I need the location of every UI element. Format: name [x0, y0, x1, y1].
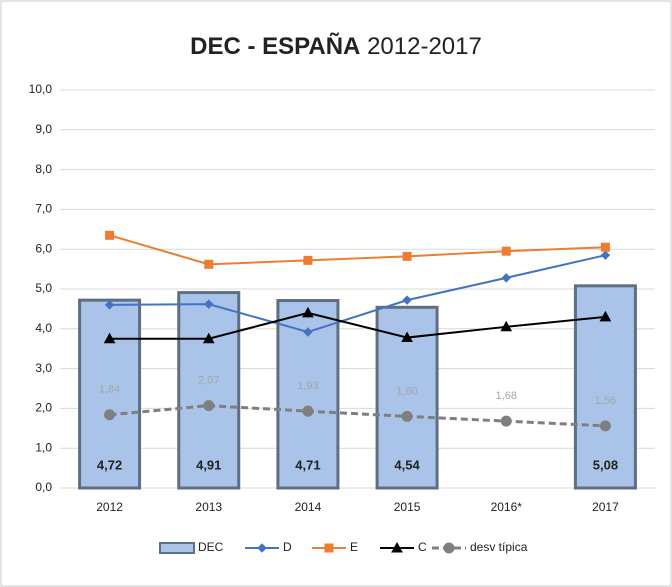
line-marker [501, 273, 511, 283]
y-tick-label: 6,0 [35, 241, 52, 255]
line [109, 404, 606, 428]
legend-label: E [350, 540, 358, 554]
y-tick-label: 4,0 [35, 321, 52, 335]
x-tick-label: 2015 [394, 500, 421, 514]
line-marker [501, 246, 511, 256]
point-value-label: 1,93 [297, 380, 318, 392]
y-tick-label: 9,0 [35, 122, 52, 136]
legend-marker [257, 543, 267, 553]
x-tick-label: 2017 [592, 500, 619, 514]
line-marker [402, 295, 412, 305]
bar-value-label: 4,91 [196, 457, 221, 472]
line-marker [103, 332, 116, 344]
line-marker [202, 332, 215, 344]
y-tick-label: 2,0 [35, 401, 52, 415]
line-marker [105, 230, 115, 240]
line-marker [500, 320, 513, 332]
y-tick-label: 8,0 [35, 162, 52, 176]
bar-value-label: 4,54 [394, 457, 420, 472]
line-marker [302, 405, 314, 417]
y-tick-label: 3,0 [35, 361, 52, 375]
line [109, 234, 606, 266]
line-marker [104, 409, 116, 421]
bar-value-label: 5,08 [593, 457, 618, 472]
legend-label: C [418, 540, 427, 554]
line-marker [302, 306, 314, 318]
y-tick-label: 7,0 [35, 202, 52, 216]
point-value-label: 2,07 [198, 375, 219, 387]
legend-label: DEC [198, 540, 224, 554]
line-marker [600, 250, 611, 260]
y-tick-label: 0,0 [35, 480, 52, 494]
chart-title: DEC - ESPAÑA 2012-2017 [190, 32, 482, 60]
title-bold: DEC - ESPAÑA [190, 32, 360, 60]
point-value-label: 1,80 [396, 385, 417, 397]
y-tick-label: 10,0 [29, 82, 53, 96]
bar-value-label: 4,71 [295, 457, 320, 472]
line-marker [402, 251, 412, 261]
line-marker [401, 331, 413, 343]
point-value-label: 1,68 [496, 390, 517, 402]
legend-label: desv típica [470, 540, 528, 554]
title-rest: 2012-2017 [367, 33, 482, 60]
line-marker [203, 400, 215, 412]
line [109, 254, 606, 334]
point-value-label: 1,84 [99, 384, 120, 396]
line-marker [303, 327, 313, 337]
x-tick-label: 2016* [491, 500, 523, 514]
line-marker [104, 300, 115, 310]
bar [78, 298, 142, 490]
legend-label: D [283, 540, 292, 554]
bar [177, 291, 241, 490]
x-tick-label: 2013 [195, 500, 222, 514]
line-marker [500, 415, 512, 427]
y-tick-label: 1,0 [35, 440, 52, 454]
line-marker [401, 410, 413, 422]
y-tick-label: 5,0 [35, 281, 52, 295]
line-marker [599, 420, 611, 432]
legend-swatch [159, 542, 195, 554]
x-tick-label: 2014 [295, 500, 322, 514]
line-marker [204, 299, 214, 309]
legend-marker [324, 543, 334, 553]
line-marker [303, 255, 313, 265]
point-value-label: 1,56 [595, 395, 616, 407]
line-marker [599, 310, 612, 322]
line-marker [204, 259, 214, 269]
line [109, 311, 606, 340]
line-marker [600, 242, 610, 252]
legend-marker [391, 541, 403, 553]
x-tick-label: 2012 [96, 500, 123, 514]
legend-marker [443, 542, 455, 554]
bar-value-label: 4,72 [97, 457, 122, 472]
